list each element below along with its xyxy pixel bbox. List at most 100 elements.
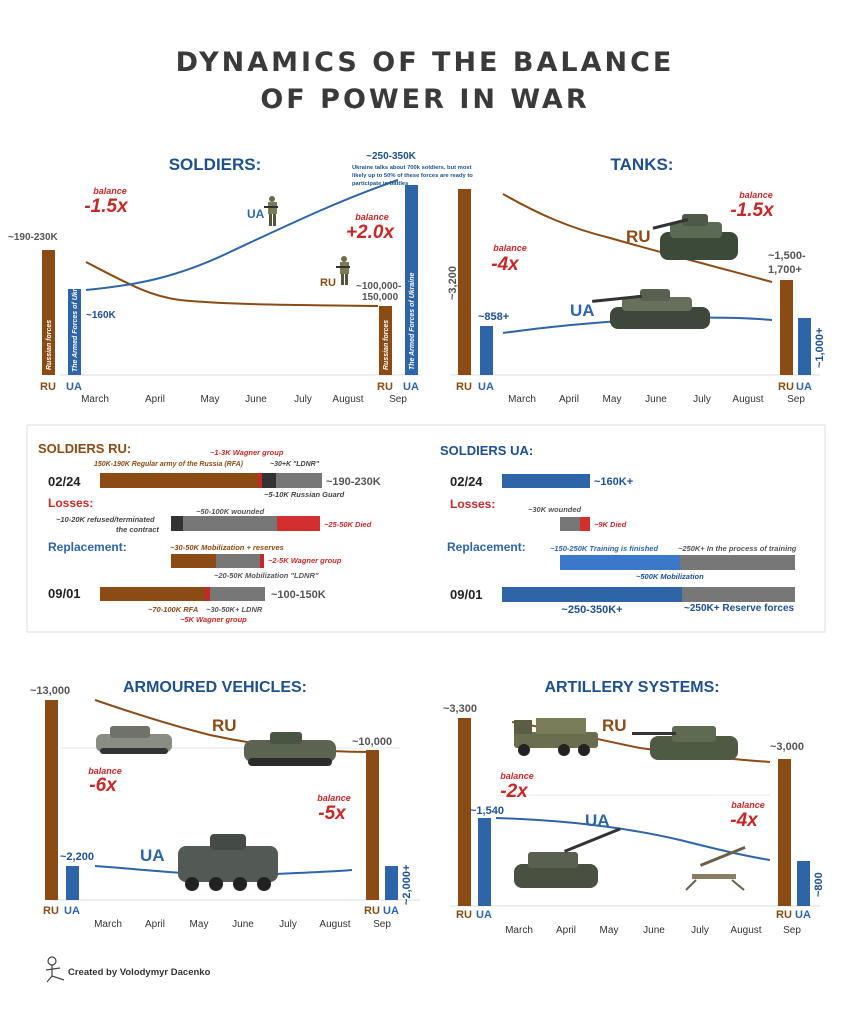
ua-pzh2000-icon — [514, 827, 621, 888]
ua-replacement-label: Replacement: — [447, 540, 526, 554]
tanks-ua-end-tag: UA — [796, 381, 812, 393]
author-logo-icon — [45, 956, 65, 983]
ua-row2-reserve-segment — [682, 587, 795, 602]
armoured-month-august: August — [319, 919, 350, 930]
tanks-balance-end-word: balance — [739, 190, 773, 200]
artillery-month-march: March — [505, 925, 533, 936]
armoured-ru-start-label: ~13,000 — [30, 685, 70, 697]
ru-row1-date: 02/24 — [48, 474, 81, 489]
soldiers-ru-start-bar-text: Russian forces — [46, 320, 53, 370]
tanks-balance-end: -1.5x — [730, 200, 775, 221]
ru-sp-gun-icon — [632, 726, 738, 760]
ua-tank-icon — [592, 289, 710, 329]
soldiers-ua-end-bar — [405, 185, 418, 375]
ru-losses-died-segment — [277, 516, 320, 531]
ru-row1-wagner-segment — [258, 473, 262, 488]
tanks-balance-start: -4x — [491, 254, 520, 275]
armoured-ru-start-tag: RU — [43, 905, 59, 917]
ua-replacement-trained: ~150-250K Training is finished — [550, 544, 658, 553]
armoured-ru-end-bar — [366, 750, 379, 900]
ua-row1-total: ~160K+ — [594, 476, 633, 488]
soldiers-ua-title: SOLDIERS UA: — [440, 443, 533, 458]
tanks-ru-start-label: ~3,200 — [447, 266, 459, 300]
armoured-ua-end-label: ~2,000+ — [401, 865, 413, 905]
soldiers-balance-end-word: balance — [355, 212, 389, 222]
armoured-title: ARMOURED VEHICLES: — [123, 679, 307, 696]
soldiers-ua-end-bar-text: The Armed Forces of Ukraine — [409, 273, 416, 370]
soldiers-ua-end-tag: UA — [403, 381, 419, 393]
tanks-ua-line-tag: UA — [570, 301, 595, 320]
ru-ann-guard: ~5-10K Russian Guard — [264, 490, 345, 499]
ua-losses-died: ~9K Died — [594, 520, 627, 529]
artillery-ru-end-bar — [778, 759, 791, 906]
artillery-ru-end-label: ~3,000 — [770, 741, 804, 753]
ru-replacement-mobilization: ~30-50K Mobilization + reserves — [170, 543, 284, 552]
ua-row2-forces: ~250-350K+ — [561, 604, 622, 616]
ru-replacement-ldnr-segment — [216, 554, 260, 568]
soldiers-month-april: April — [145, 394, 165, 405]
ua-replacement-trained-segment — [560, 555, 680, 570]
armoured-ua-end-bar — [385, 866, 398, 900]
ru-losses-label: Losses: — [48, 496, 93, 510]
ua-losses-died-segment — [580, 517, 590, 531]
artillery-ru-start-bar — [458, 718, 471, 906]
tanks-chart: TANKS: ~3,200 ~858+ RU UA RU UA balance … — [447, 155, 826, 405]
ua-row1-date: 02/24 — [450, 474, 483, 489]
soldiers-ua-breakdown: SOLDIERS UA: 02/24 ~160K+ Losses: ~30K w… — [440, 443, 797, 616]
tanks-ru-line — [502, 193, 773, 283]
armoured-balance-start-word: balance — [88, 766, 122, 776]
ru-tank-icon — [652, 214, 738, 260]
ru-mlrs-grad-icon — [514, 718, 598, 756]
ua-losses-wounded: ~30K wounded — [528, 505, 582, 514]
ua-losses-label: Losses: — [450, 497, 495, 511]
ru-losses-refused: ~10-20K refused/terminated — [56, 515, 155, 524]
ru-row2-rfa-segment — [100, 587, 205, 601]
ru-losses-wounded-segment — [183, 516, 277, 531]
tanks-month-march: March — [508, 394, 536, 405]
tanks-ru-end-tag: RU — [778, 381, 794, 393]
artillery-month-august: August — [730, 925, 761, 936]
ru-replacement-mobilization-segment — [171, 554, 216, 568]
artillery-ru-start-label: ~3,300 — [443, 703, 477, 715]
ua-soldier-figure-icon — [264, 196, 278, 226]
main-title: DYNAMICS OF THE BALANCE OF POWER IN WAR — [0, 44, 850, 118]
soldiers-ru-line-tag: RU — [320, 277, 336, 289]
tanks-ua-end-bar — [798, 318, 811, 375]
tanks-month-sep: Sep — [787, 394, 805, 405]
artillery-month-sep: Sep — [783, 925, 801, 936]
artillery-chart: ARTILLERY SYSTEMS: ~3,300 ~1,540 RU UA R… — [443, 679, 825, 936]
soldiers-ru-end-label: ~100,000- — [356, 281, 401, 292]
ru-replacement-ldnr: ~20-50K Mobilization "LDNR" — [214, 571, 319, 580]
title-line-2: OF POWER IN WAR — [260, 84, 590, 115]
artillery-ru-end-tag: RU — [776, 909, 792, 921]
soldiers-month-june: June — [245, 394, 267, 405]
tanks-ru-end-label: ~1,500- — [768, 250, 806, 262]
ru-row1-rfa-segment — [100, 473, 258, 488]
soldiers-ru-end-tag: RU — [377, 381, 393, 393]
ru-ann-wagner: ~1-3K Wagner group — [210, 448, 284, 457]
artillery-month-june: June — [643, 925, 665, 936]
tanks-ua-start-bar — [480, 326, 493, 375]
ru-losses-refused-2: the contract — [116, 525, 159, 534]
artillery-title: ARTILLERY SYSTEMS: — [544, 679, 719, 696]
armoured-ru-start-bar — [45, 700, 58, 900]
artillery-ru-line-tag: RU — [602, 716, 627, 735]
ru-losses-wounded-ann: ~50-100K wounded — [196, 507, 265, 516]
soldiers-month-march: March — [81, 394, 109, 405]
ru-losses-refused-segment — [171, 516, 183, 531]
soldiers-ru-line — [85, 261, 379, 307]
armoured-ru-line-tag: RU — [212, 716, 237, 735]
credit-text: Created by Volodymyr Dacenko — [68, 967, 211, 978]
tanks-month-august: August — [732, 394, 763, 405]
soldiers-title: SOLDIERS: — [169, 155, 262, 174]
armoured-ua-line-tag: UA — [140, 846, 165, 865]
tanks-balance-start-word: balance — [493, 243, 527, 253]
armoured-chart: ARMOURED VEHICLES: ~13,000 ~2,200 RU UA … — [30, 679, 420, 930]
armoured-ua-start-label: ~2,200 — [60, 851, 94, 863]
artillery-ua-end-bar — [797, 861, 810, 906]
artillery-ua-end-label: ~800 — [813, 872, 825, 897]
artillery-ua-start-bar — [478, 818, 491, 906]
ru-row1-total: ~190-230K — [326, 476, 381, 488]
tanks-month-april: April — [559, 394, 579, 405]
